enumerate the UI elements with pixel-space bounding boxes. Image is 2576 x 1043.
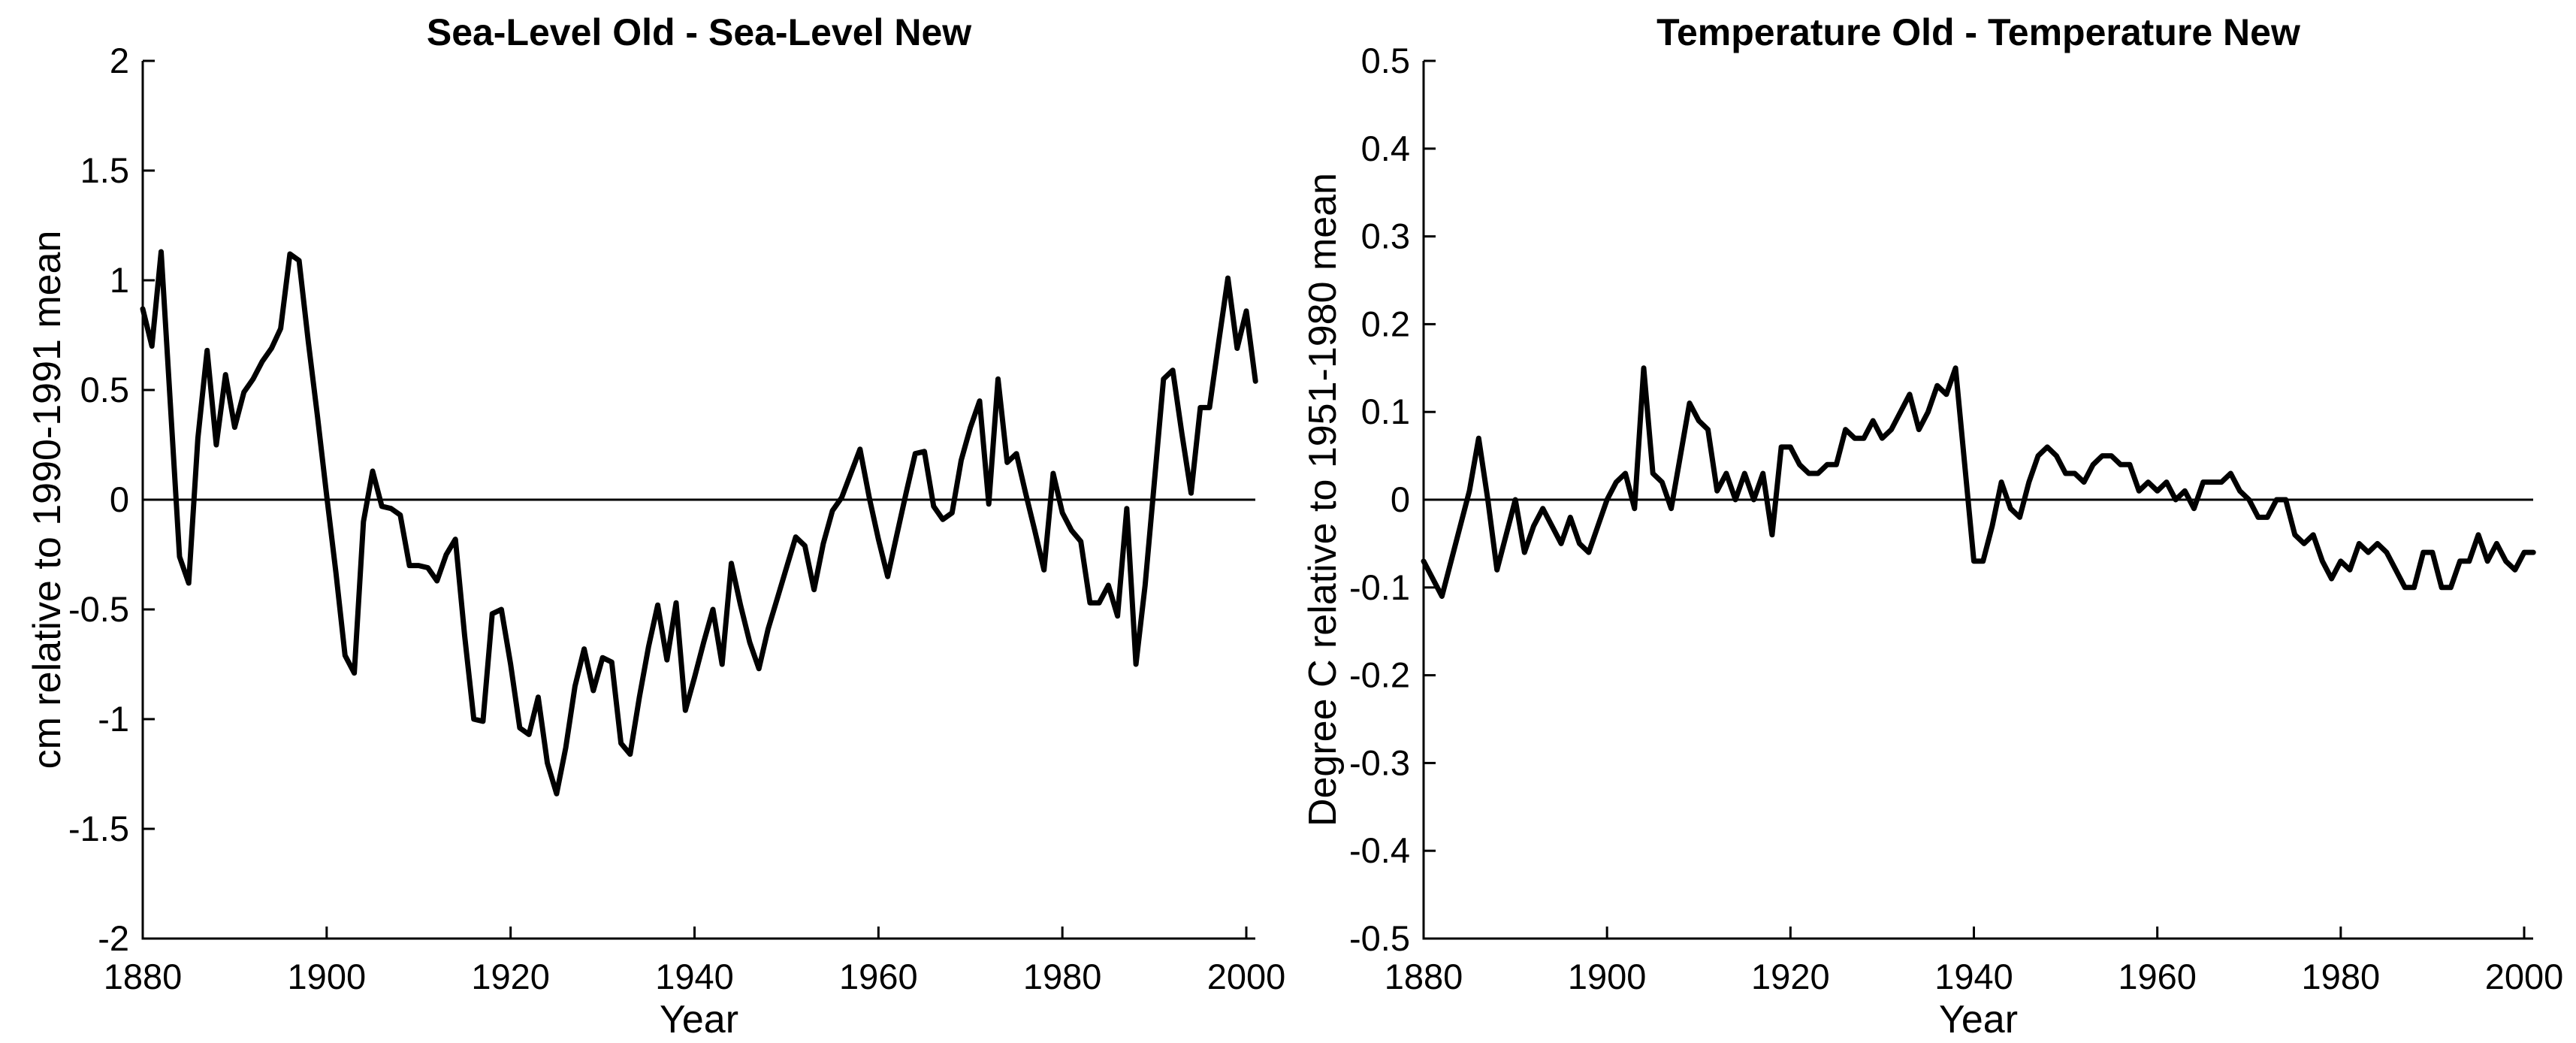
x-tick-label: 1880: [104, 957, 183, 996]
y-tick-label: 0.5: [1361, 41, 1410, 80]
x-tick-label: 1940: [1934, 957, 2013, 996]
x-tick-label: 1980: [2302, 957, 2381, 996]
data-line: [140, 249, 1258, 797]
chart-title: Sea-Level Old - Sea-Level New: [427, 11, 971, 53]
x-tick-label: 1960: [2118, 957, 2197, 996]
y-tick-label: -2: [98, 918, 129, 958]
x-tick-label: 1900: [1568, 957, 1647, 996]
x-tick-label: 1980: [1023, 957, 1102, 996]
x-tick-label: 1900: [288, 957, 367, 996]
data-line: [1421, 365, 2536, 599]
y-tick-label: 0.2: [1361, 304, 1410, 343]
x-axis-label: Year: [1939, 998, 2018, 1041]
y-axis: 2 1.5 1 0.5 0 -0.5 -1 -1.5 -2: [68, 41, 155, 958]
y-tick-label: 0: [110, 479, 129, 519]
y-tick-label: -0.3: [1349, 742, 1410, 782]
y-tick-label: 1.5: [80, 150, 129, 190]
x-axis-label: Year: [660, 998, 738, 1041]
chart-title: Temperature Old - Temperature New: [1656, 11, 2300, 53]
x-tick-label: 1880: [1385, 957, 1463, 996]
x-axis: 1880 1900 1920 1940 1960 1980 2000: [104, 927, 1286, 996]
y-axis-label: Degree C relative to 1951-1980 mean: [1301, 173, 1345, 827]
y-tick-label: -0.5: [1349, 918, 1410, 958]
x-axis: 1880 1900 1920 1940 1960 1980 2000: [1385, 927, 2564, 996]
y-tick-label: -1.5: [68, 809, 129, 848]
y-tick-label: 0.4: [1361, 128, 1410, 168]
x-tick-label: 1940: [655, 957, 734, 996]
y-tick-label: 0.3: [1361, 216, 1410, 256]
y-tick-label: -0.4: [1349, 830, 1410, 870]
y-tick-label: -0.5: [68, 589, 129, 629]
x-tick-label: 1920: [1751, 957, 1830, 996]
x-tick-label: 1960: [839, 957, 918, 996]
x-tick-label: 2000: [2485, 957, 2564, 996]
y-tick-label: 1: [110, 260, 129, 300]
y-tick-label: -0.2: [1349, 655, 1410, 695]
x-tick-label: 1920: [471, 957, 550, 996]
y-tick-label: -0.1: [1349, 567, 1410, 607]
y-tick-label: 0.5: [80, 370, 129, 410]
y-tick-label: 2: [110, 41, 129, 80]
y-tick-label: 0: [1391, 479, 1410, 519]
temperature-chart: 0.5 0.4 0.3 0.2 0.1 0 -0.1 -0.2 -0.3 -0.4 -0.51880…: [1301, 11, 2563, 1041]
x-tick-label: 2000: [1207, 957, 1286, 996]
y-tick-label: 0.1: [1361, 392, 1410, 431]
y-axis-label: cm relative to 1990-1991 mean: [26, 231, 69, 769]
y-tick-label: -1: [98, 699, 129, 739]
y-axis: 0.5 0.4 0.3 0.2 0.1 0 -0.1 -0.2 -0.3 -0.4 -0.5: [1349, 41, 1436, 958]
